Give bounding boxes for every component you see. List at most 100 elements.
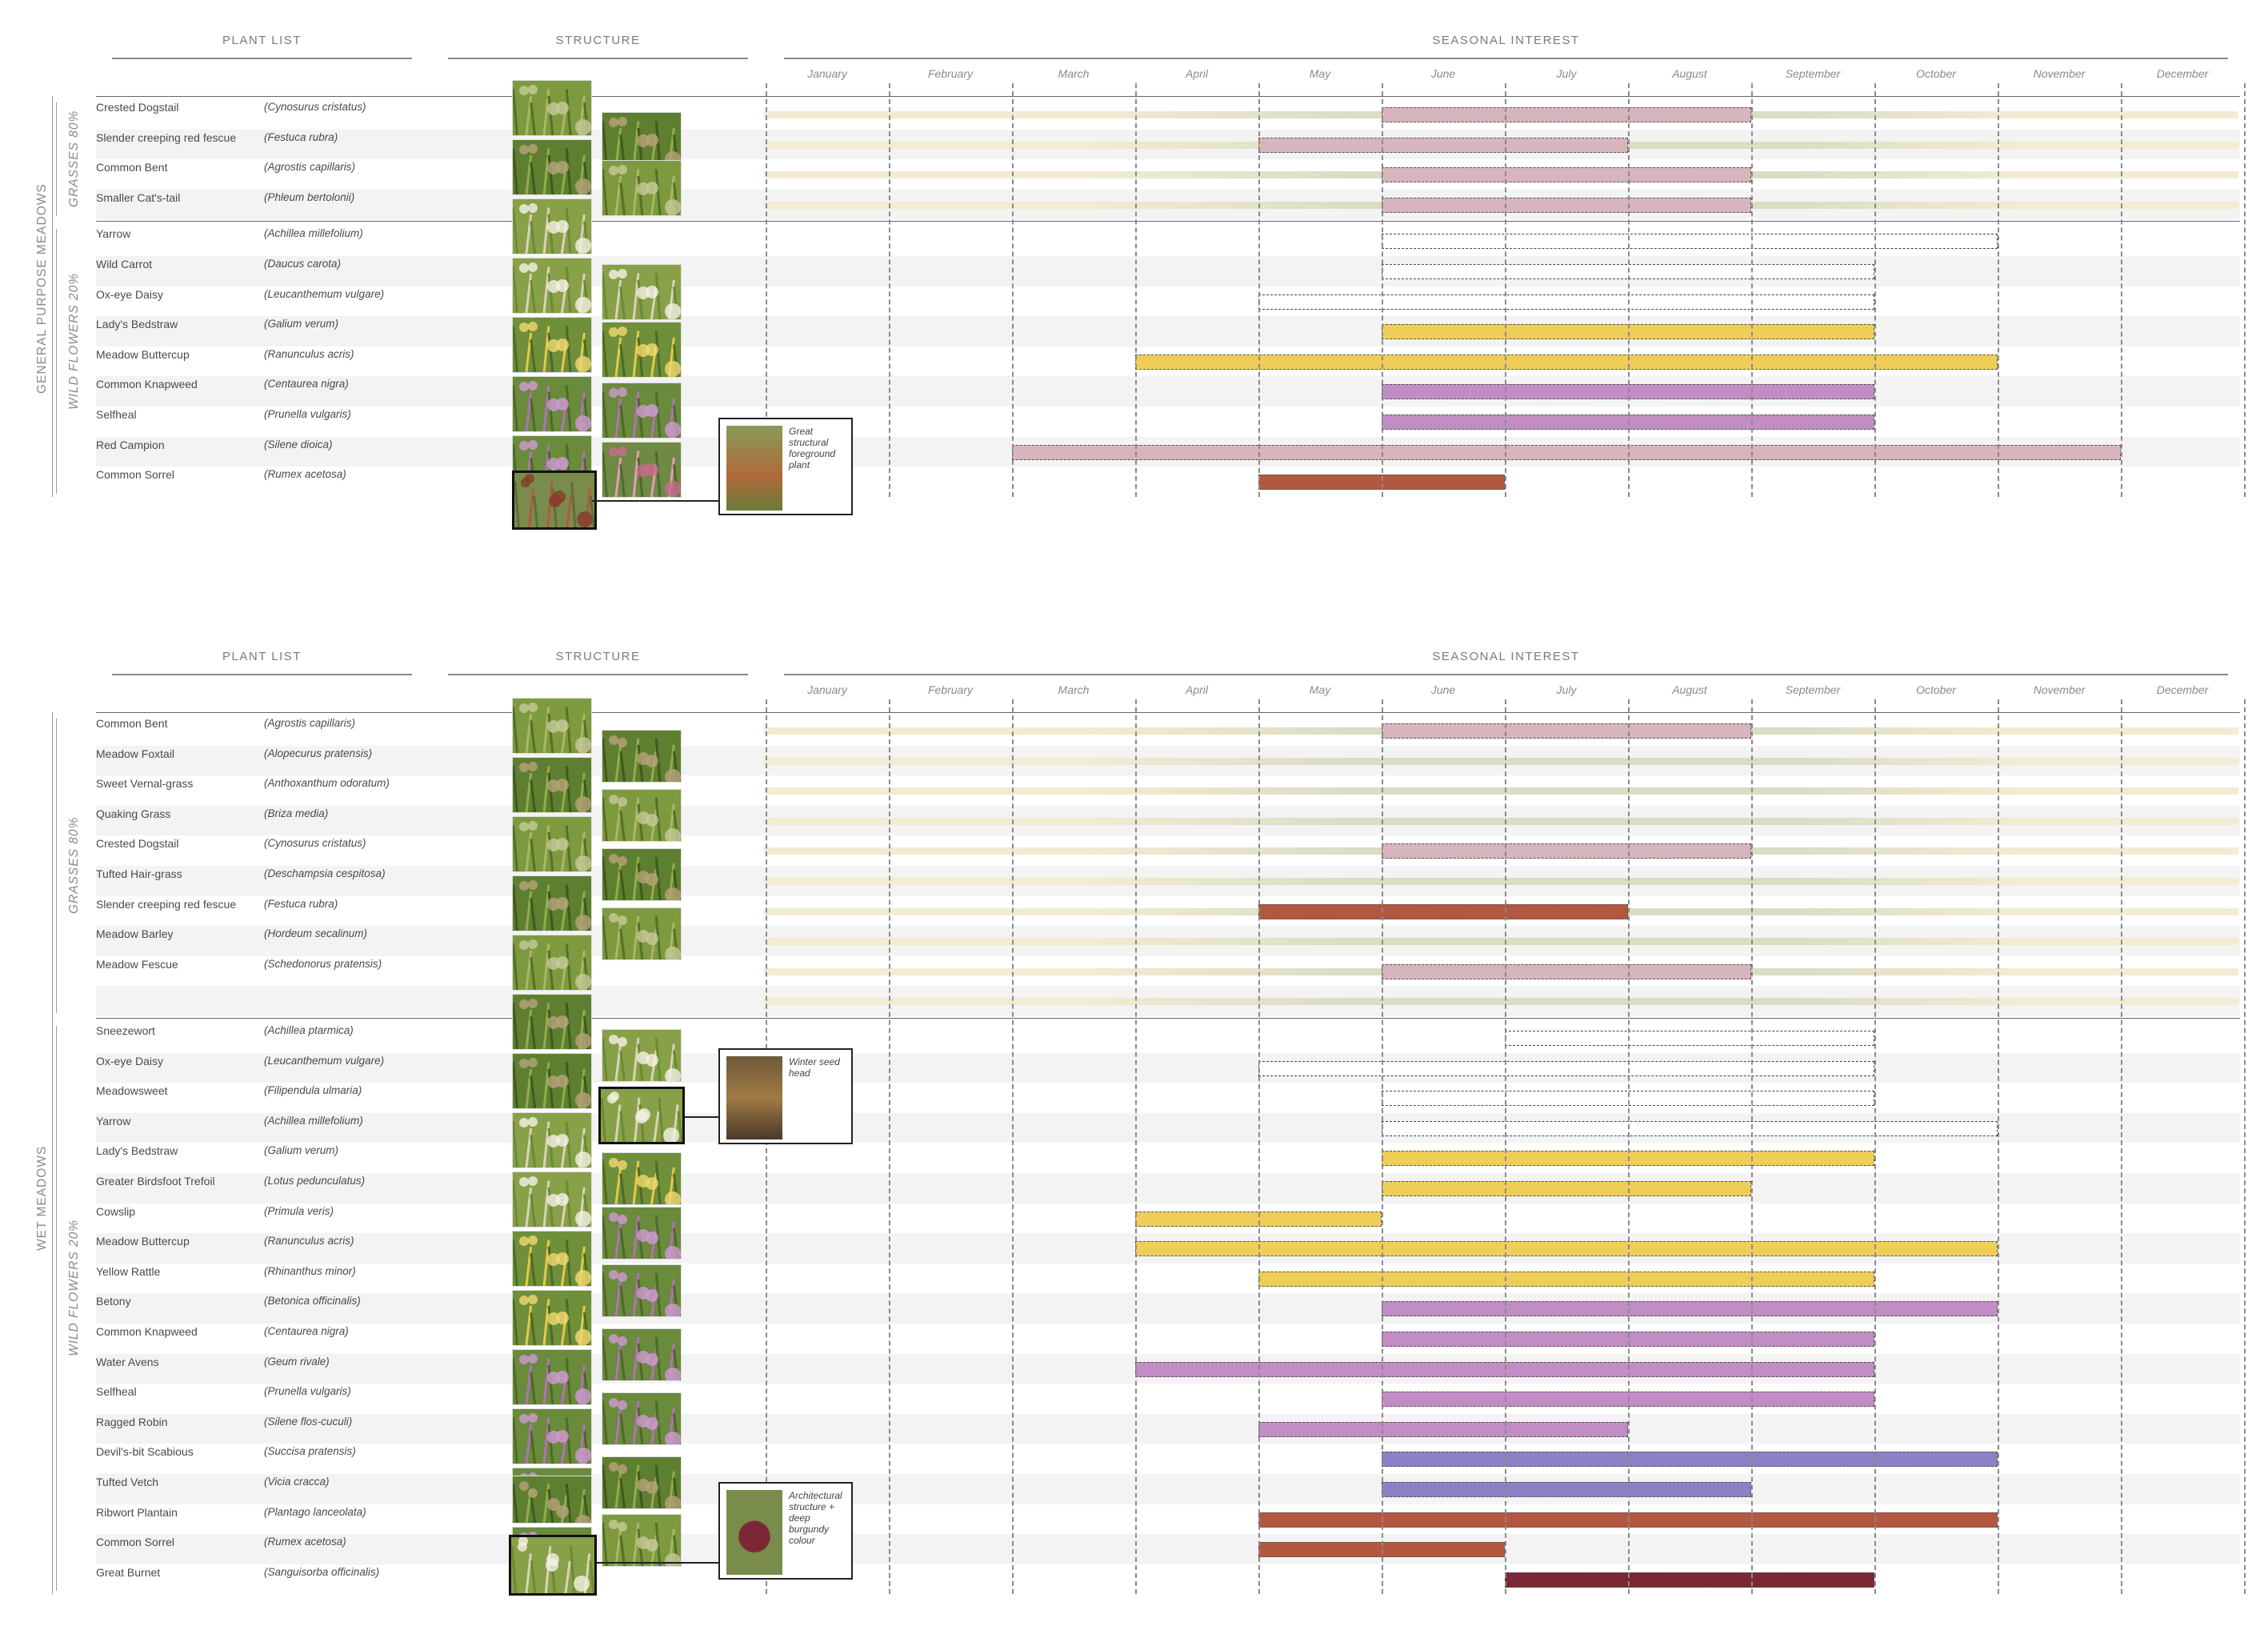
plant-photo	[512, 471, 597, 530]
plant-common-name: Crested Dogstail	[96, 101, 179, 114]
plant-common-name: Meadow Fescue	[96, 957, 178, 971]
bloom-bar	[1382, 167, 1751, 183]
plant-photo-image	[513, 699, 591, 753]
plant-photo-image	[513, 318, 591, 372]
plant-latin-name: (Leucanthemum vulgare)	[264, 287, 385, 300]
plant-latin-name: (Geum rivale)	[264, 1355, 330, 1368]
plant-photo	[512, 198, 592, 254]
plant-common-name: Selfheal	[96, 408, 137, 421]
month-separator	[2121, 699, 2122, 1595]
plant-photo	[512, 757, 592, 813]
plant-common-name: Sneezewort	[96, 1024, 155, 1037]
month-label: June	[1430, 67, 1456, 80]
bloom-bar	[1382, 963, 1751, 979]
plant-photo-image	[602, 731, 681, 782]
plant-latin-name: (Agrostis capillaris)	[264, 161, 356, 174]
plant-photo	[602, 1328, 682, 1381]
annotation-photo	[726, 426, 782, 511]
plant-photo-image	[602, 908, 681, 959]
plant-latin-name: (Achillea millefolium)	[264, 227, 363, 240]
plant-photo	[602, 1456, 682, 1509]
month-label: December	[2156, 683, 2209, 696]
plant-common-name: Wild Carrot	[96, 258, 153, 270]
plant-common-name: Meadow Foxtail	[96, 747, 175, 760]
month-separator	[1505, 83, 1506, 497]
annotation-connector	[685, 1116, 718, 1118]
seasonal-interest-header: SEASONAL INTEREST	[1432, 34, 1580, 47]
plant-photo	[512, 1112, 592, 1168]
month-label: April	[1185, 67, 1208, 80]
plant-photo	[602, 442, 682, 498]
bloom-bar	[1382, 197, 1751, 213]
plant-photo-image	[513, 81, 591, 135]
plant-list-header-rule	[112, 58, 412, 59]
plant-list-header: PLANT LIST	[222, 34, 302, 47]
annotation-photo	[726, 1056, 782, 1139]
plant-photo	[512, 698, 592, 754]
plant-common-name: Ragged Robin	[96, 1415, 168, 1428]
seasonal-interest-header-rule	[784, 58, 2228, 59]
month-separator	[1382, 83, 1383, 497]
month-separator	[1012, 83, 1014, 497]
row-background	[96, 316, 2240, 346]
plant-photo-image	[602, 322, 681, 377]
plant-photo	[602, 382, 682, 439]
bloom-bar	[1258, 1060, 1874, 1076]
annotation-connector	[592, 500, 718, 502]
month-label: October	[1916, 683, 1956, 696]
month-label: October	[1916, 67, 1956, 80]
plant-common-name: Sweet Vernal-grass	[96, 777, 194, 791]
plant-common-name: Red Campion	[96, 438, 165, 451]
group-bracket	[56, 1026, 57, 1592]
plant-latin-name: (Cynosurus cristatus)	[264, 837, 366, 850]
bloom-bar	[1258, 1271, 1874, 1287]
month-separator	[1628, 83, 1630, 497]
month-label: July	[1556, 67, 1577, 80]
month-separator	[1751, 699, 1753, 1595]
month-label: June	[1430, 683, 1456, 696]
month-label: March	[1058, 67, 1090, 80]
section-label: WET MEADOWS	[35, 1145, 49, 1252]
seasonal-interest-header-rule	[784, 674, 2228, 675]
seasonal-interest-header: SEASONAL INTEREST	[1432, 650, 1580, 663]
month-separator	[1874, 699, 1876, 1595]
month-separator	[889, 699, 890, 1595]
month-separator	[1258, 699, 1260, 1595]
bloom-bar	[1258, 1421, 1628, 1437]
plant-common-name: Lady's Bedstraw	[96, 1144, 178, 1158]
plant-common-name: Common Sorrel	[96, 1536, 175, 1549]
plant-latin-name: (Ranunculus acris)	[264, 1235, 354, 1248]
plant-common-name: Yarrow	[96, 1114, 131, 1127]
annotation-photo	[726, 1490, 782, 1575]
bloom-bar	[1382, 843, 1751, 859]
plant-common-name: Yellow Rattle	[96, 1264, 161, 1278]
plant-common-name: Smaller Cat's-tail	[96, 190, 181, 204]
section-label: GENERAL PURPOSE MEADOWS	[35, 183, 49, 394]
plant-photo	[602, 1392, 682, 1445]
plant-common-name: Tufted Vetch	[96, 1476, 159, 1488]
plant-latin-name: (Prunella vulgaris)	[264, 408, 351, 420]
month-label: September	[1785, 67, 1841, 80]
bloom-bar	[1258, 294, 1874, 310]
plant-photo	[512, 80, 592, 136]
bloom-bar	[1258, 903, 1628, 919]
plant-latin-name: (Centaurea nigra)	[264, 378, 349, 390]
plant-photo-image	[601, 1089, 682, 1142]
plant-latin-name: (Rhinanthus minor)	[264, 1264, 356, 1277]
plant-photo	[512, 1231, 592, 1287]
plant-common-name: Meadowsweet	[96, 1084, 168, 1098]
structure-header-rule	[448, 674, 748, 675]
plant-common-name: Ox-eye Daisy	[96, 287, 164, 301]
plant-photo-image	[602, 443, 681, 497]
plant-photo-image	[602, 1207, 681, 1259]
plant-photo	[512, 816, 592, 872]
plant-latin-name: (Rumex acetosa)	[264, 468, 346, 481]
plant-photo-image	[602, 161, 681, 215]
plant-photo-image	[602, 1153, 681, 1204]
section-top-rule	[96, 96, 2240, 97]
plant-common-name: Quaking Grass	[96, 807, 171, 820]
plant-photo	[602, 848, 682, 901]
month-label: December	[2156, 67, 2209, 80]
grass-growth-band	[764, 757, 2238, 765]
month-separator	[1135, 699, 1137, 1595]
